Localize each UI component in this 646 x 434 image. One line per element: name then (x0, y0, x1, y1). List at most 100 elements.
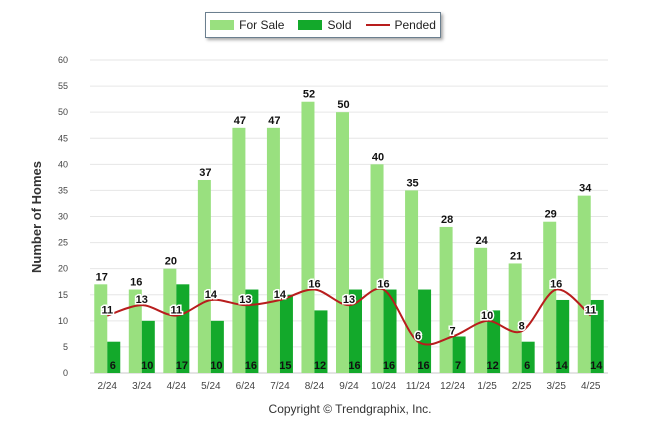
bar-sold (452, 336, 466, 373)
y-tick-label: 10 (58, 316, 68, 326)
data-label-pended-halo: 14 (274, 289, 287, 301)
bar-for-sale (439, 226, 453, 373)
y-tick-label: 40 (58, 159, 68, 169)
bar-sold (176, 284, 190, 373)
data-label-for-sale: 50 (337, 99, 349, 111)
legend-label-sold: Sold (327, 18, 352, 32)
x-tick-label: 9/24 (339, 381, 359, 392)
bar-for-sale (474, 247, 488, 373)
data-label-sold: 16 (417, 360, 429, 372)
legend-item-pended[interactable]: Pended (365, 18, 436, 32)
y-tick-label: 60 (58, 55, 68, 65)
legend-label-for-sale: For Sale (239, 18, 285, 32)
data-label-pended: 6 (415, 331, 421, 343)
x-tick-label: 4/25 (581, 381, 601, 392)
bar-sold (487, 310, 501, 373)
x-tick-label: 3/25 (546, 381, 566, 392)
bar-for-sale (197, 179, 211, 373)
data-label-pended-halo: 13 (239, 294, 251, 306)
data-label-pended-halo: 16 (550, 279, 562, 291)
y-tick-label: 30 (58, 212, 68, 222)
data-label-for-sale: 34 (579, 183, 592, 195)
legend-swatch-sold (298, 20, 323, 30)
data-label-for-sale: 21 (510, 250, 522, 262)
data-label-pended-halo: 8 (519, 320, 525, 332)
bar-sold (383, 289, 397, 373)
bar-sold (418, 289, 432, 373)
data-label-pended: 13 (136, 294, 148, 306)
bar-for-sale (128, 289, 142, 373)
data-label-sold: 10 (141, 360, 153, 372)
data-label-sold: 17 (176, 360, 188, 372)
data-label-sold: 12 (314, 360, 326, 372)
data-label-for-sale: 47 (268, 115, 280, 127)
data-label-for-sale: 24 (476, 235, 489, 247)
data-label-for-sale: 37 (199, 167, 211, 179)
data-label-sold: 14 (556, 360, 569, 372)
bar-for-sale (508, 263, 522, 373)
bar-for-sale (370, 164, 384, 373)
data-label-pended: 16 (377, 279, 389, 291)
data-label-pended-halo: 6 (415, 331, 421, 343)
data-label-for-sale: 35 (406, 177, 418, 189)
bar-sold (279, 294, 293, 373)
data-label-pended: 14 (274, 289, 287, 301)
y-tick-label: 50 (58, 107, 68, 117)
bar-for-sale (336, 112, 349, 374)
bar-sold (107, 341, 121, 373)
bar-for-sale (301, 101, 315, 373)
data-label-for-sale: 52 (303, 89, 315, 101)
legend-item-for-sale[interactable]: For Sale (210, 18, 284, 32)
bar-sold (590, 299, 604, 373)
x-axis: 2/24 3/24 4/24 5/24 6/24 7/24 8/24 9/24 10/24 11/… (98, 381, 601, 392)
data-label-pended: 13 (343, 294, 355, 306)
data-labels: 17 6 16 10 20 17 37 10 47 16 47 15 52 12 50 16 40 16 35 16 2… (96, 89, 604, 372)
bar-for-sale (94, 284, 108, 373)
y-axis-label: Number of Homes (29, 161, 44, 273)
data-label-sold: 6 (110, 360, 116, 372)
data-label-pended: 7 (450, 325, 456, 337)
data-label-pended: 8 (519, 320, 525, 332)
x-tick-label: 1/25 (477, 381, 497, 392)
bar-sold (556, 299, 570, 373)
x-tick-label: 7/24 (270, 381, 290, 392)
data-label-sold: 15 (279, 360, 291, 372)
data-label-pended-halo: 13 (343, 294, 355, 306)
y-tick-label: 5 (63, 342, 68, 352)
data-label-for-sale: 20 (165, 256, 177, 268)
bar-for-sale (163, 268, 177, 373)
y-tick-label: 0 (63, 368, 68, 378)
data-label-sold: 10 (210, 360, 222, 372)
x-tick-label: 2/25 (512, 381, 532, 392)
data-label-pended-halo: 10 (481, 310, 493, 322)
data-label-sold: 14 (590, 360, 603, 372)
data-label-pended-halo: 11 (171, 305, 183, 317)
data-label-sold: 16 (245, 360, 257, 372)
x-tick-label: 12/24 (440, 381, 465, 392)
data-label-pended: 11 (101, 305, 113, 317)
bar-for-sale (577, 195, 591, 373)
legend: For Sale Sold Pended (205, 12, 441, 38)
x-tick-label: 6/24 (236, 381, 256, 392)
bar-sold (521, 341, 535, 373)
legend-item-sold[interactable]: Sold (298, 18, 352, 32)
data-label-pended-halo: 16 (308, 279, 320, 291)
bar-for-sale (266, 127, 280, 373)
x-tick-label: 4/24 (167, 381, 187, 392)
data-label-for-sale: 47 (234, 115, 246, 127)
x-tick-label: 10/24 (371, 381, 396, 392)
data-label-sold: 12 (487, 360, 499, 372)
data-label-pended: 16 (308, 279, 320, 291)
x-tick-label: 8/24 (305, 381, 325, 392)
data-label-for-sale: 17 (96, 271, 108, 283)
data-label-for-sale: 29 (545, 209, 557, 221)
bar-for-sale (405, 190, 419, 373)
bar-sold (141, 320, 155, 373)
y-tick-label: 20 (58, 264, 68, 274)
data-label-sold: 16 (383, 360, 395, 372)
y-tick-label: 15 (58, 290, 68, 300)
bars (94, 101, 604, 374)
pended-line (106, 287, 592, 346)
y-tick-label: 35 (58, 185, 68, 195)
y-axis: 0 5 10 15 20 25 30 35 40 45 50 55 60 (58, 55, 68, 378)
